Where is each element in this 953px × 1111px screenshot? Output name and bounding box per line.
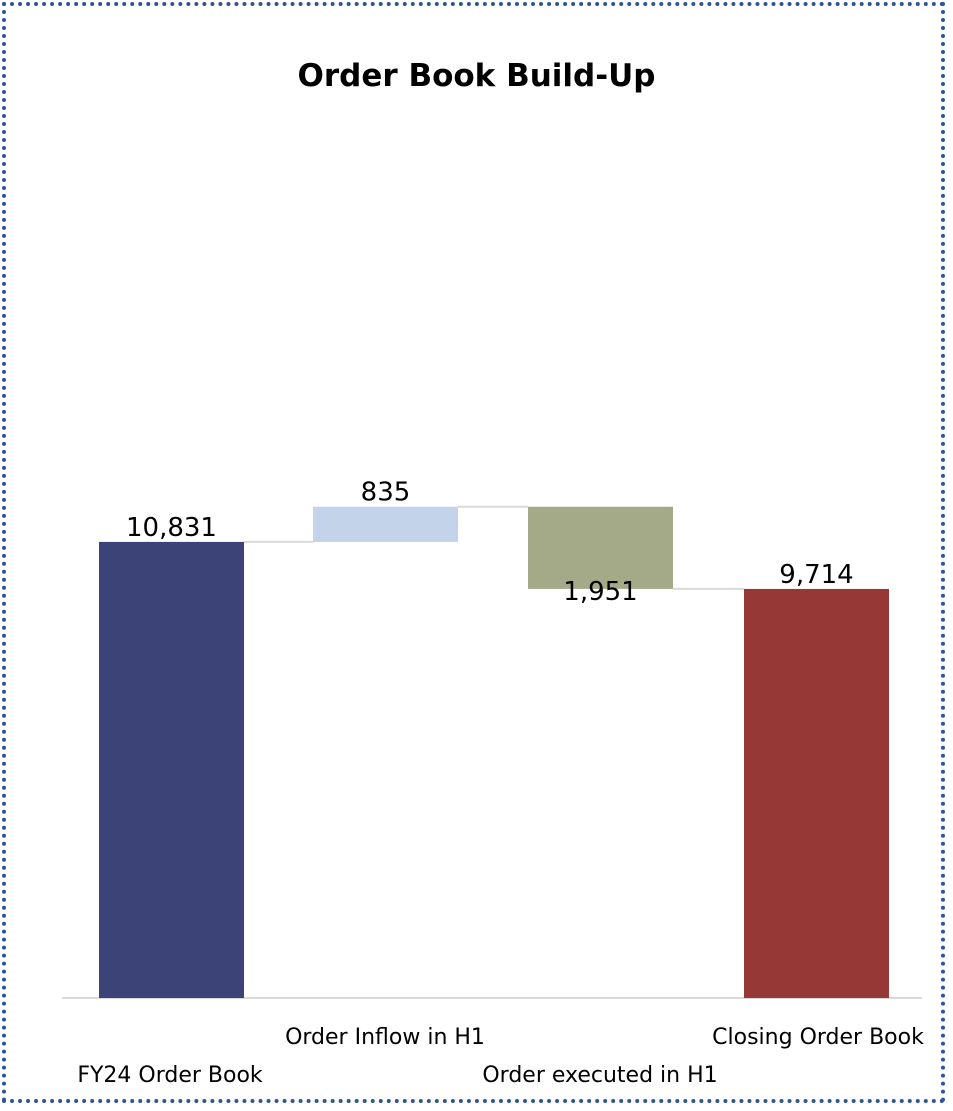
category-label: Order executed in H1 [482,1063,717,1088]
bar [744,588,889,998]
bar [99,541,244,998]
data-label: 835 [361,478,411,508]
category-label: Closing Order Book [712,1025,924,1050]
category-label: Order Inflow in H1 [285,1025,485,1050]
data-label: 9,714 [779,560,853,590]
data-label: 10,831 [126,513,217,543]
bar [313,506,458,542]
category-label: FY24 Order Book [77,1063,263,1088]
data-label: 1,951 [563,577,637,607]
chart-title: Order Book Build-Up [297,58,656,94]
bar [528,506,673,589]
